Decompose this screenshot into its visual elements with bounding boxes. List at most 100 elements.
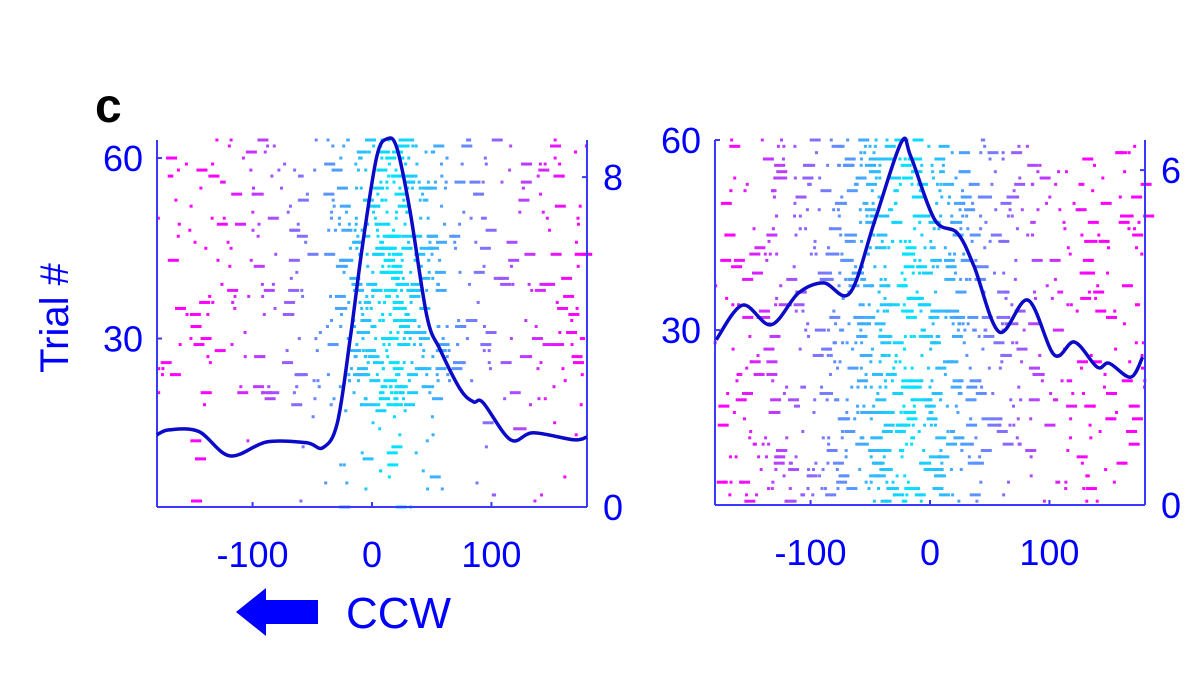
spike-mark — [204, 246, 208, 250]
spike-mark — [864, 372, 868, 376]
spike-mark — [561, 174, 565, 178]
spike-mark — [458, 222, 462, 226]
spike-mark — [993, 341, 1005, 345]
spike-mark — [905, 252, 909, 256]
spike-mark — [435, 367, 447, 371]
spike-mark — [934, 474, 938, 478]
spike-mark — [1020, 208, 1024, 212]
spike-mark — [515, 427, 527, 431]
spike-mark — [412, 180, 416, 184]
spike-mark — [773, 461, 785, 465]
spike-mark — [919, 170, 923, 174]
spike-mark — [859, 151, 863, 155]
spike-mark — [910, 309, 914, 313]
spike-mark — [261, 294, 265, 298]
spike-mark — [445, 355, 449, 359]
spike-mark — [733, 258, 745, 262]
spike-mark — [410, 174, 414, 178]
spike-mark — [344, 210, 348, 214]
spike-mark — [903, 334, 907, 338]
spike-mark — [407, 156, 411, 160]
spike-mark — [380, 246, 384, 250]
spike-mark — [365, 138, 377, 142]
spike-mark — [831, 144, 843, 148]
spike-mark — [561, 276, 573, 280]
spike-mark — [839, 233, 843, 237]
spike-mark — [528, 403, 532, 407]
spike-mark — [208, 361, 212, 365]
spike-mark — [981, 195, 993, 199]
spike-mark — [1140, 366, 1144, 370]
spike-mark — [873, 461, 885, 465]
spike-mark — [809, 138, 821, 142]
spike-mark — [354, 162, 358, 166]
spike-mark — [887, 487, 899, 491]
spike-mark — [796, 404, 800, 408]
spike-mark — [1066, 246, 1070, 250]
spike-mark — [1131, 417, 1143, 421]
spike-mark — [911, 271, 915, 275]
spike-mark — [1018, 176, 1022, 180]
spike-mark — [876, 233, 888, 237]
spike-mark — [776, 170, 788, 174]
spike-mark — [929, 423, 933, 427]
spike-mark — [369, 306, 373, 310]
spike-mark — [396, 276, 400, 280]
spike-mark — [1119, 151, 1123, 155]
spike-mark — [724, 233, 736, 237]
spike-mark — [881, 429, 893, 433]
spike-mark — [360, 451, 364, 455]
spike-mark — [891, 220, 903, 224]
spike-mark — [484, 162, 488, 166]
spike-mark — [958, 151, 970, 155]
spike-mark — [864, 480, 868, 484]
spike-mark — [794, 455, 798, 459]
spike-mark — [1057, 290, 1061, 294]
spike-mark — [418, 367, 422, 371]
spike-mark — [1072, 201, 1076, 205]
spike-mark — [948, 195, 952, 199]
spike-mark — [425, 439, 429, 443]
spike-mark — [243, 331, 247, 335]
spike-mark — [461, 144, 473, 148]
spike-mark — [1008, 423, 1012, 427]
spike-mark — [537, 397, 541, 401]
spike-mark — [503, 397, 507, 401]
spike-mark — [419, 343, 423, 347]
spike-mark — [1103, 372, 1107, 376]
spike-mark — [206, 355, 210, 359]
spike-mark — [874, 176, 878, 180]
spike-mark — [912, 404, 916, 408]
spike-mark — [861, 436, 865, 440]
spike-mark — [763, 252, 767, 256]
spike-mark — [314, 138, 318, 142]
spike-mark — [903, 284, 907, 288]
spike-mark — [366, 361, 370, 365]
spike-mark — [508, 258, 520, 262]
spike-mark — [386, 403, 390, 407]
spike-mark — [780, 303, 792, 307]
spike-mark — [1082, 258, 1094, 262]
spike-mark — [821, 347, 833, 351]
spike-mark — [729, 189, 733, 193]
spike-mark — [983, 246, 987, 250]
spike-mark — [912, 138, 916, 142]
spike-mark — [1053, 277, 1057, 281]
spike-mark — [811, 468, 815, 472]
spike-mark — [918, 258, 922, 262]
spike-mark — [1060, 379, 1064, 383]
spike-mark — [195, 457, 207, 461]
spike-mark — [1080, 461, 1084, 465]
spike-mark — [1057, 480, 1061, 484]
spike-mark — [970, 239, 974, 243]
spike-mark — [395, 282, 407, 286]
spike-mark — [883, 379, 887, 383]
spike-mark — [364, 487, 368, 491]
spike-mark — [538, 162, 542, 166]
spike-mark — [184, 162, 188, 166]
spike-mark — [903, 366, 907, 370]
spike-mark — [222, 180, 226, 184]
spike-mark — [554, 204, 566, 208]
spike-mark — [775, 296, 779, 300]
spike-mark — [879, 277, 883, 281]
